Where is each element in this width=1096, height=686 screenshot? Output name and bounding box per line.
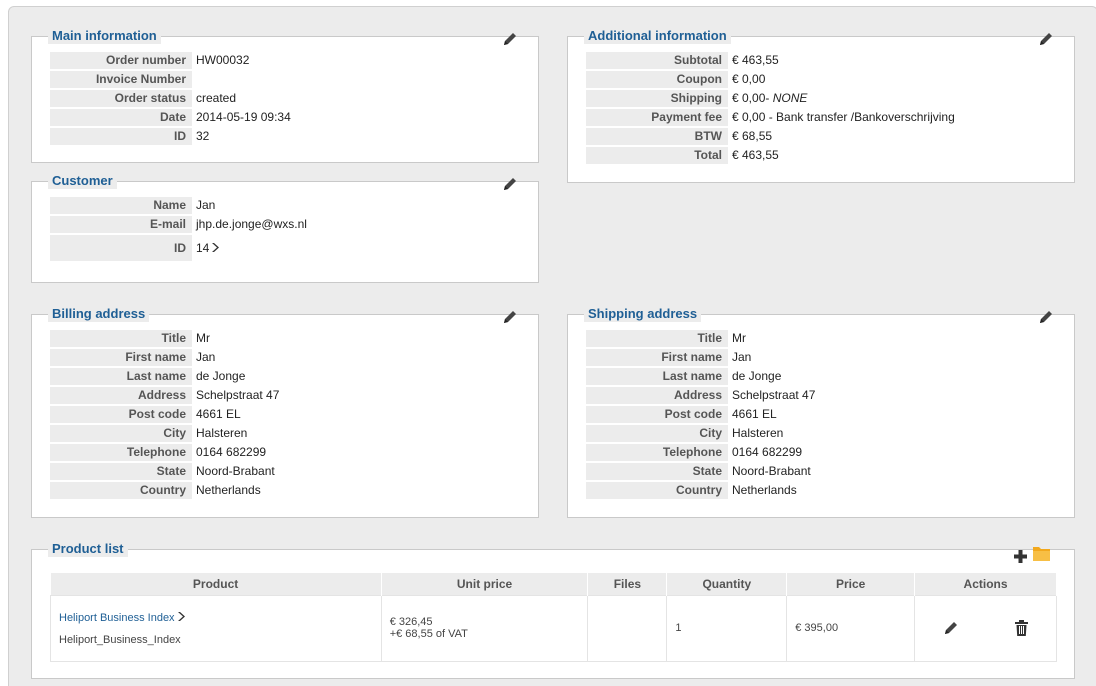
row-telephone: Telephone 0164 682299 — [50, 444, 279, 461]
billing-address-panel: Billing address Title Mr First name Jan La… — [31, 306, 539, 518]
pencil-icon[interactable] — [1038, 31, 1054, 47]
row-title: Title Mr — [586, 330, 815, 347]
main-information-table: Order number HW00032 Invoice Number Order… — [50, 50, 291, 147]
folder-icon[interactable] — [1033, 545, 1050, 561]
main-information-panel: Main information Order number HW00032 Inv… — [31, 28, 539, 163]
row-btw: BTW € 68,55 — [586, 128, 955, 145]
unit-price: € 326,45 — [389, 616, 433, 628]
pencil-icon[interactable] — [502, 309, 518, 325]
row-city: City Halsteren — [50, 425, 279, 442]
shipping-method: NONE — [772, 91, 808, 105]
price-cell: € 395,00 — [786, 594, 916, 662]
product-cell: Heliport Business Index Heliport_Busines… — [50, 594, 382, 662]
row-telephone: Telephone 0164 682299 — [586, 444, 815, 461]
additional-information-table: Subtotal € 463,55 Coupon € 0,00 Shipping € … — [586, 50, 955, 166]
row-first-name: First name Jan — [50, 349, 279, 366]
pencil-icon[interactable] — [502, 31, 518, 47]
row-state: State Noord-Brabant — [50, 463, 279, 480]
column-price: Price — [786, 573, 916, 595]
row-shipping: Shipping € 0,00- NONE — [586, 90, 955, 107]
row-customer-id: ID 14 — [50, 235, 307, 261]
row-name: Name Jan — [50, 197, 307, 214]
billing-address-table: Title Mr First name Jan Last name de Jonge … — [50, 328, 279, 501]
customer-title: Customer — [48, 173, 117, 189]
product-list-title: Product list — [48, 541, 128, 557]
row-last-name: Last name de Jonge — [50, 368, 279, 385]
row-total: Total € 463,55 — [586, 147, 955, 164]
shipping-address-panel: Shipping address Title Mr First name Jan L… — [567, 306, 1075, 518]
chevron-right-icon[interactable] — [211, 242, 220, 253]
row-subtotal: Subtotal € 463,55 — [586, 52, 955, 69]
customer-id-value: 14 — [196, 240, 210, 255]
shipping-address-table: Title Mr First name Jan Last name de Jonge … — [586, 328, 815, 501]
row-country: Country Netherlands — [50, 482, 279, 499]
main-information-title: Main information — [48, 28, 161, 44]
customer-table: Name Jan E-mail jhp.de.jonge@wxs.nl ID 14 — [50, 195, 307, 263]
column-unit-price: Unit price — [381, 573, 589, 595]
shipping-cost: € 0,00- — [732, 91, 770, 105]
plus-icon[interactable] — [1014, 550, 1027, 563]
product-table-header: Product Unit price Files Quantity Price … — [50, 573, 1057, 595]
row-id: ID 32 — [50, 128, 291, 145]
row-order-number: Order number HW00032 — [50, 52, 291, 69]
row-coupon: Coupon € 0,00 — [586, 71, 955, 88]
row-payment-fee: Payment fee € 0,00 - Bank transfer /Banko… — [586, 109, 955, 126]
quantity-cell: 1 — [666, 594, 788, 662]
actions-cell — [914, 594, 1057, 662]
pencil-icon[interactable] — [1038, 309, 1054, 325]
unit-vat: +€ 68,55 of VAT — [389, 628, 468, 640]
trash-icon[interactable] — [1015, 620, 1029, 636]
row-address: Address Schelpstraat 47 — [586, 387, 815, 404]
product-table: Product Unit price Files Quantity Price … — [50, 573, 1057, 662]
additional-information-title: Additional information — [584, 28, 731, 44]
row-post-code: Post code 4661 EL — [586, 406, 815, 423]
row-title: Title Mr — [50, 330, 279, 347]
row-first-name: First name Jan — [586, 349, 815, 366]
shipping-address-title: Shipping address — [584, 306, 702, 322]
files-cell — [587, 594, 668, 662]
additional-information-panel: Additional information Subtotal € 463,55 … — [567, 28, 1075, 183]
row-post-code: Post code 4661 EL — [50, 406, 279, 423]
product-list-panel: Product list Product Unit price Files Qu… — [31, 541, 1075, 679]
row-order-status: Order status created — [50, 90, 291, 107]
pencil-icon[interactable] — [502, 176, 518, 192]
row-email: E-mail jhp.de.jonge@wxs.nl — [50, 216, 307, 233]
customer-panel: Customer Name Jan E-mail jhp.de.jonge@wxs.… — [31, 173, 539, 283]
row-date: Date 2014-05-19 09:34 — [50, 109, 291, 126]
column-product: Product — [50, 573, 382, 595]
row-state: State Noord-Brabant — [586, 463, 815, 480]
product-name-link[interactable]: Heliport Business Index — [59, 611, 175, 624]
row-country: Country Netherlands — [586, 482, 815, 499]
table-row: Heliport Business Index Heliport_Busines… — [50, 594, 1057, 662]
column-quantity: Quantity — [666, 573, 788, 595]
column-actions: Actions — [914, 573, 1057, 595]
chevron-right-icon[interactable] — [177, 611, 186, 622]
row-address: Address Schelpstraat 47 — [50, 387, 279, 404]
pencil-icon[interactable] — [943, 620, 959, 636]
row-last-name: Last name de Jonge — [586, 368, 815, 385]
product-code: Heliport_Business_Index — [59, 633, 181, 646]
row-city: City Halsteren — [586, 425, 815, 442]
row-invoice-number: Invoice Number — [50, 71, 291, 88]
column-files: Files — [587, 573, 668, 595]
billing-address-title: Billing address — [48, 306, 150, 322]
unit-price-cell: € 326,45 +€ 68,55 of VAT — [380, 594, 589, 662]
